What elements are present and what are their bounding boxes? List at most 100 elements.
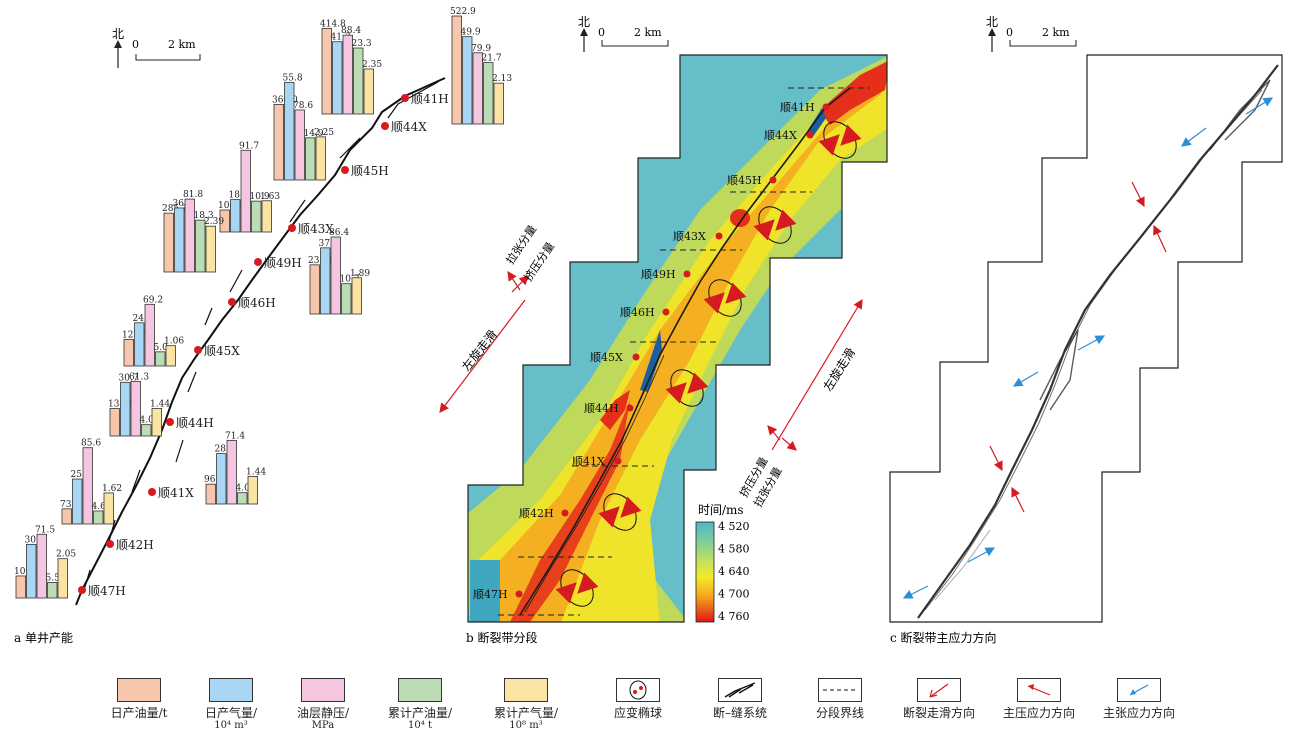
bar xyxy=(151,407,162,437)
compass-a: 北 0 2 km xyxy=(112,27,201,68)
legend-gas: 日产气量/ 10⁴ m³ xyxy=(196,668,266,732)
legend-fault-fracture: 断–缝系统 xyxy=(700,668,780,720)
well-marker xyxy=(683,270,691,278)
north-label: 北 xyxy=(986,15,998,29)
bar xyxy=(483,62,494,125)
bar xyxy=(305,137,316,181)
bar-value: 1.44 xyxy=(246,467,266,477)
bar xyxy=(230,199,241,233)
well-marker xyxy=(401,94,409,102)
well-marker xyxy=(822,103,830,111)
panel-b: 北 0 2 km xyxy=(439,15,888,645)
well-marker xyxy=(614,457,622,465)
bar xyxy=(120,381,131,437)
well-marker xyxy=(769,176,777,184)
well-marker xyxy=(148,488,156,496)
bar-value: 30.7 xyxy=(119,373,139,383)
caption-a: a 单井产能 xyxy=(14,631,73,645)
well-marker xyxy=(288,224,296,232)
well-marker xyxy=(78,586,86,594)
bar xyxy=(226,439,237,505)
bar xyxy=(315,136,326,181)
well-label: 顺42H xyxy=(116,538,154,552)
bar-value: 1.44 xyxy=(150,399,170,409)
bar xyxy=(251,200,262,233)
well-label: 顺41H xyxy=(780,101,815,114)
bar-value: 4.0 xyxy=(140,416,155,426)
fault-line-b xyxy=(519,87,851,616)
bar xyxy=(82,447,93,525)
fracture-network-c xyxy=(917,64,1279,619)
bar-value: 4.6 xyxy=(92,502,107,512)
bar xyxy=(72,478,83,525)
bar-value: 81.8 xyxy=(183,190,203,200)
bar xyxy=(195,219,206,273)
bar xyxy=(15,575,26,599)
legend-cum-gas: 累计产气量/ 10⁸ m³ xyxy=(486,668,566,732)
caption-c: c 断裂带主应力方向 xyxy=(890,630,997,645)
ellipse-arrows xyxy=(555,124,862,604)
bar-value: 1.06 xyxy=(164,337,184,347)
well-label: 顺42H xyxy=(519,507,554,520)
well-marker xyxy=(254,258,262,266)
bar xyxy=(165,345,176,367)
well-marker xyxy=(632,353,640,361)
colorbar-tick: 4 580 xyxy=(718,543,750,556)
bar xyxy=(493,82,504,125)
bar xyxy=(294,109,305,181)
bar xyxy=(309,264,320,315)
bar xyxy=(174,207,185,273)
bar-value: 18.3 xyxy=(194,211,214,221)
legend-strain-ellipse: 应变椭球 xyxy=(598,668,678,720)
legend-segment-boundary: 分段界线 xyxy=(800,668,880,720)
bar xyxy=(240,149,251,233)
bar-value: 30.6 xyxy=(25,535,45,545)
fault-fracture-icon xyxy=(718,678,762,702)
north-label: 北 xyxy=(578,15,590,29)
bar xyxy=(144,303,155,367)
well-label: 顺49H xyxy=(641,268,676,281)
well-label: 顺43X xyxy=(298,222,334,236)
bar xyxy=(341,283,352,315)
bar xyxy=(363,68,374,115)
legend-gas-swatch xyxy=(209,678,253,702)
well-label: 顺44X xyxy=(764,129,797,142)
well-marker xyxy=(715,232,723,240)
bar xyxy=(109,408,120,437)
bar-value: 88.4 xyxy=(341,26,361,36)
bar-value: 86.4 xyxy=(329,228,349,238)
left-strike-slip-label-2: 左旋走滑 xyxy=(820,345,858,394)
bar xyxy=(103,492,114,525)
bar xyxy=(342,34,353,115)
bar-value: 28.8 xyxy=(215,445,235,455)
bar-value: 10.9 xyxy=(250,192,270,202)
fault-slip-arrow-icon xyxy=(917,678,961,702)
bar-value: 2.25 xyxy=(314,128,334,138)
bar-value: 1.89 xyxy=(350,269,370,279)
segment-boundaries xyxy=(498,87,870,616)
bar xyxy=(321,27,332,115)
well-label: 顺45H xyxy=(351,164,389,178)
well-marker xyxy=(228,298,236,306)
well-chart-9: 73.4 25.7 85.6 4.6 1.62 顺42H xyxy=(60,439,154,552)
bar xyxy=(47,582,58,599)
scale-length: 2 km xyxy=(1042,26,1070,39)
bar xyxy=(219,209,230,233)
bar-value: 91.7 xyxy=(239,141,259,151)
bar xyxy=(353,47,364,115)
bar xyxy=(351,277,362,315)
scale-zero: 0 xyxy=(132,38,139,51)
well-bar-charts: 522.9 49.9 79.921.7 2.13 顺41H 414.8 41.388.4 23… xyxy=(14,7,512,599)
colorbar-tick: 4 760 xyxy=(718,610,750,623)
bar xyxy=(462,36,473,125)
legend-oil: 日产油量/t xyxy=(104,668,174,720)
well-marker xyxy=(194,346,202,354)
well-label: 顺49H xyxy=(264,256,302,270)
tension-arrows xyxy=(902,97,1274,599)
well-marker xyxy=(626,404,634,412)
bar-value: 5.5 xyxy=(46,573,61,583)
